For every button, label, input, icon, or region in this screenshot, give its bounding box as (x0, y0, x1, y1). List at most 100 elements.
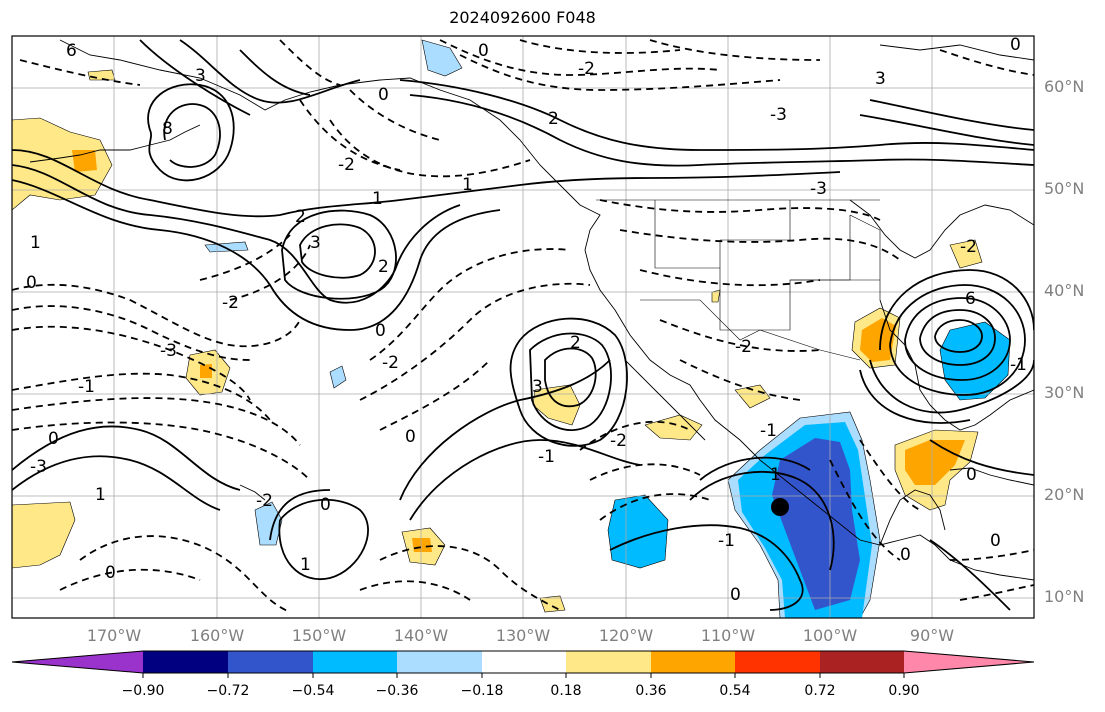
shading (12, 39, 1011, 618)
lat-label-10n: 10°N (1044, 587, 1085, 606)
lat-label-60n: 60°N (1044, 77, 1085, 96)
shade-negative-east (939, 321, 1011, 401)
contour-label: 3 (532, 377, 543, 397)
map-frame (11, 35, 1035, 619)
contour-label: 2 (378, 257, 389, 277)
shade-positive-1-core (200, 364, 212, 378)
colorbar-tick: 0.72 (804, 683, 836, 699)
contour-label: -2 (578, 59, 595, 79)
contour-label: 1 (372, 189, 383, 209)
contour-label: 0 (320, 495, 331, 515)
contour-label: 0 (1010, 35, 1021, 55)
state-borders (596, 199, 881, 361)
shade-positive-ne-core (860, 318, 896, 362)
lon-label-110w: 110°W (700, 626, 756, 645)
contour-label: 3 (310, 233, 321, 253)
colorbar-segment (651, 651, 735, 673)
colorbar-tick: 0.36 (635, 683, 667, 699)
grid-lines (12, 36, 1034, 618)
map-area: 6 8 3 0 -2 2 -3 0 1 2 -2 3 1 -3 -1 0 -3 … (12, 35, 1034, 618)
contour-label: -1 (538, 447, 555, 467)
shade-positive-sw (12, 501, 76, 569)
colorbar-tick: −0.54 (291, 683, 335, 699)
shade-negative-small-1 (421, 39, 463, 77)
lon-label-170w: 170°W (86, 626, 142, 645)
contour-label: 1 (300, 555, 311, 575)
shade-positive-4 (644, 414, 703, 441)
contour-label: -2 (960, 237, 977, 257)
contour-label: -2 (256, 491, 273, 511)
lon-label-160w: 160°W (189, 626, 245, 645)
contour-label: -3 (160, 341, 177, 361)
colorbar-segment (228, 651, 313, 673)
lat-label-30n: 30°N (1044, 383, 1085, 402)
coastlines (29, 39, 1034, 581)
contour-label: -2 (338, 155, 355, 175)
contour-label: 2 (570, 333, 581, 353)
shade-positive-west-core (72, 150, 97, 172)
lat-label-20n: 20°N (1044, 485, 1085, 504)
contour-label: -2 (382, 353, 399, 373)
shade-positive-6 (539, 595, 566, 613)
contour-label: 0 (478, 41, 489, 61)
contours-solid (12, 39, 1034, 611)
colorbar (11, 650, 1035, 678)
colorbar-segment (735, 651, 820, 673)
contour-label: -1 (760, 421, 777, 441)
shade-positive-east-core (905, 440, 965, 485)
location-marker (771, 498, 789, 516)
contour-label: 2 (295, 207, 306, 227)
contour-label: 0 (966, 465, 977, 485)
contour-label: 2 (548, 109, 559, 129)
shade-positive-small-8 (711, 289, 721, 303)
contour-label: 0 (105, 563, 116, 583)
lon-label-100w: 100°W (802, 626, 858, 645)
contour-label: 6 (66, 41, 77, 61)
contour-label: 0 (48, 429, 59, 449)
shade-positive-5 (734, 384, 771, 409)
lon-label-150w: 150°W (291, 626, 347, 645)
colorbar-tick: 0.90 (888, 683, 920, 699)
lon-label-130w: 130°W (495, 626, 551, 645)
contour-label: 3 (875, 69, 886, 89)
contour-label: -1 (1010, 355, 1027, 375)
colorbar-tick: 0.54 (719, 683, 751, 699)
contour-label: 8 (162, 119, 173, 139)
contour-label: -2 (222, 293, 239, 313)
contour-label: 0 (900, 545, 911, 565)
contour-label: -2 (735, 337, 752, 357)
colorbar-segment (820, 651, 904, 673)
contour-label: 1 (770, 465, 781, 485)
contour-label: 0 (26, 273, 37, 293)
colorbar-segment (566, 651, 651, 673)
colorbar-tick: −0.36 (375, 683, 419, 699)
colorbar-tick: −0.90 (121, 683, 165, 699)
shade-negative-mid-2 (607, 494, 669, 569)
contours-dashed (12, 39, 1034, 613)
lon-label-90w: 90°W (909, 626, 955, 645)
colorbar-extend-high (904, 651, 1034, 673)
contour-label: 6 (965, 289, 976, 309)
contour-label: 0 (730, 585, 741, 605)
contour-label: -3 (30, 457, 47, 477)
colorbar-segment (397, 651, 482, 673)
contour-label: -1 (78, 377, 95, 397)
colorbar-segment (482, 651, 566, 673)
colorbar-segment (313, 651, 397, 673)
lat-label-50n: 50°N (1044, 179, 1085, 198)
lon-label-140w: 140°W (393, 626, 449, 645)
lat-label-40n: 40°N (1044, 281, 1085, 300)
colorbar-extend-low (12, 651, 143, 673)
contour-label: 0 (378, 85, 389, 105)
contour-label: -1 (718, 531, 735, 551)
contour-label: 0 (375, 321, 386, 341)
contour-labels: 6 8 3 0 -2 2 -3 0 1 2 -2 3 1 -3 -1 0 -3 … (26, 35, 1027, 605)
contour-label: -2 (610, 431, 627, 451)
colorbar-tick: −0.18 (460, 683, 504, 699)
shade-negative-small-3 (329, 365, 347, 389)
lon-label-120w: 120°W (598, 626, 654, 645)
contour-label: 1 (462, 175, 473, 195)
contour-label: -3 (770, 105, 787, 125)
shade-negative-strong (772, 438, 860, 610)
